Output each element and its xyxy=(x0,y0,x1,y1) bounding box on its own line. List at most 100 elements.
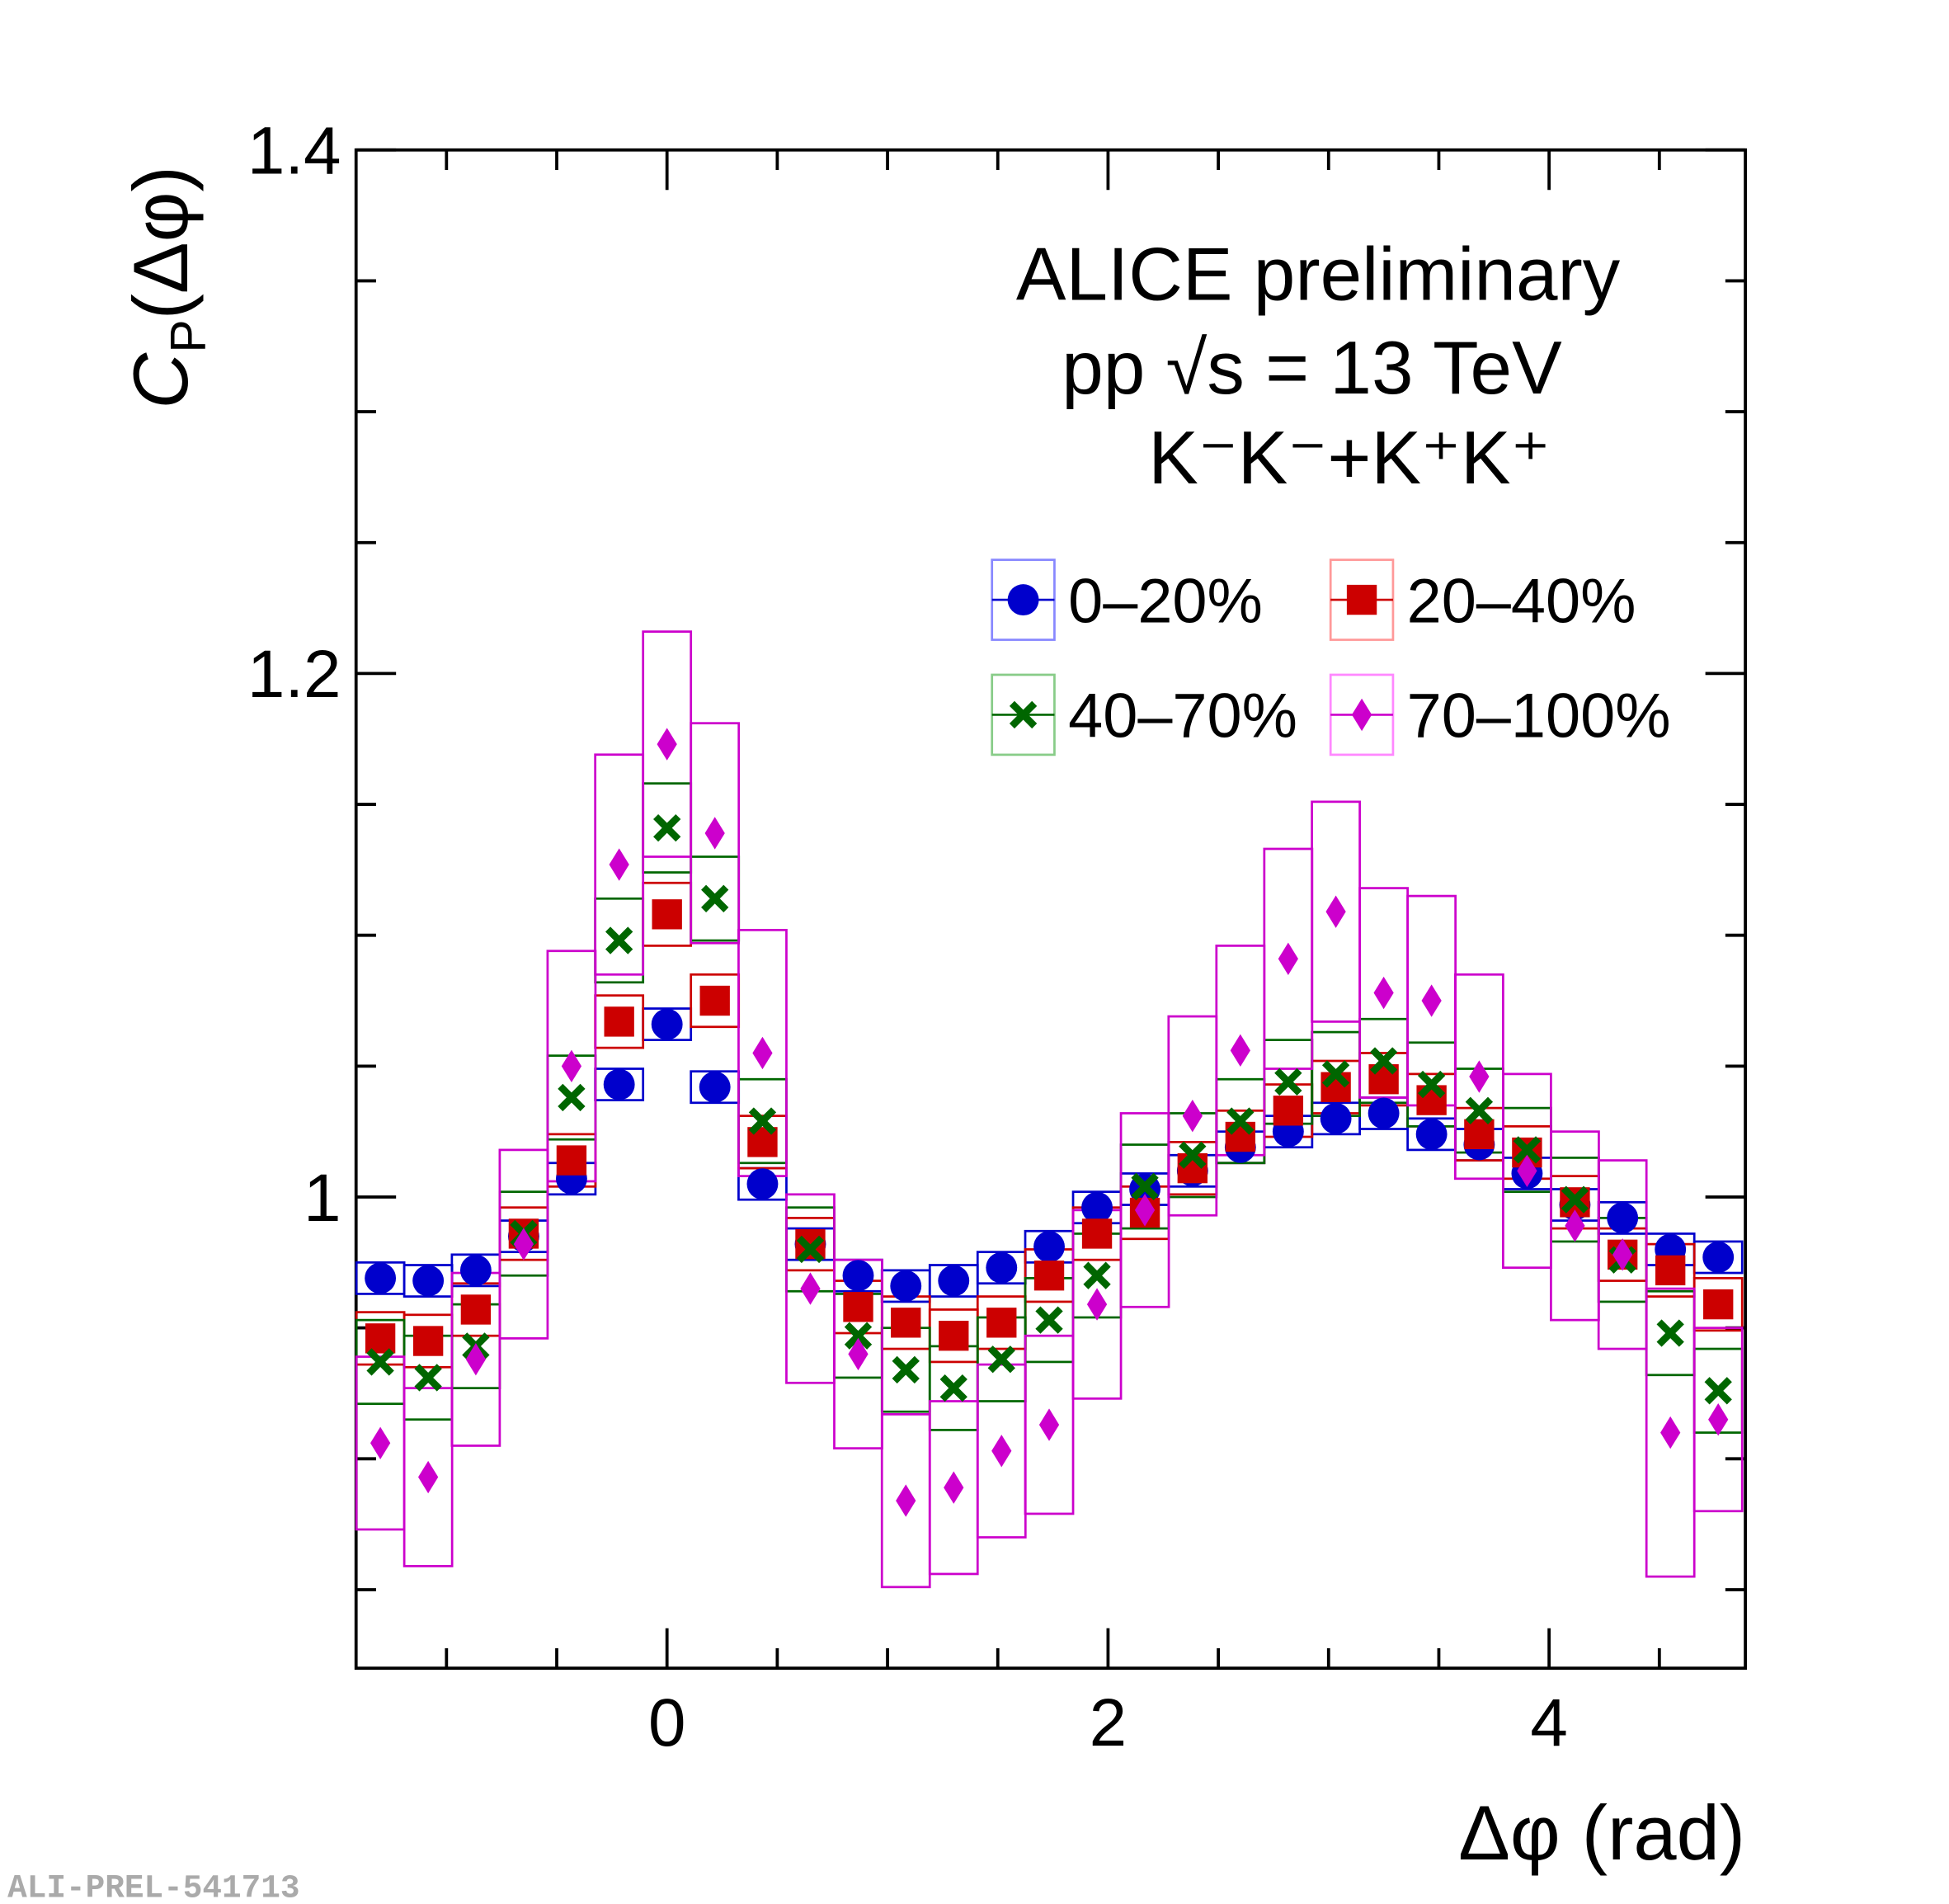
marker-circle xyxy=(365,1262,397,1294)
marker-cross xyxy=(939,1374,967,1402)
marker-square xyxy=(986,1308,1017,1338)
marker-circle xyxy=(1702,1242,1735,1273)
marker-diamond xyxy=(1351,698,1372,732)
marker-diamond xyxy=(1230,1034,1250,1067)
marker-circle xyxy=(651,1008,683,1040)
marker-cross xyxy=(1131,1172,1159,1200)
marker-circle xyxy=(890,1270,922,1302)
marker-cross xyxy=(414,1364,442,1392)
marker-cross xyxy=(1656,1319,1684,1347)
legend-label: 40–70% xyxy=(1068,681,1297,752)
marker-diamond xyxy=(896,1484,916,1517)
marker-diamond xyxy=(1660,1416,1681,1449)
marker-cross xyxy=(558,1083,586,1112)
marker-circle xyxy=(746,1168,779,1200)
syst-box xyxy=(1692,1327,1744,1513)
x-tick-label: 0 xyxy=(648,1685,685,1760)
marker-cross xyxy=(1009,700,1038,729)
marker-square xyxy=(1033,1261,1065,1291)
syst-box xyxy=(833,1258,883,1449)
marker-cross xyxy=(844,1322,873,1350)
marker-cross xyxy=(1417,1070,1446,1099)
marker-cross xyxy=(987,1346,1015,1374)
marker-cross xyxy=(1179,1141,1207,1169)
marker-circle xyxy=(1081,1191,1113,1223)
marker-diamond xyxy=(944,1471,964,1504)
marker-square xyxy=(939,1321,969,1351)
marker-square xyxy=(1225,1121,1256,1152)
marker-circle xyxy=(412,1265,445,1297)
marker-square xyxy=(1464,1119,1495,1150)
marker-diamond xyxy=(1565,1209,1585,1242)
syst-box xyxy=(594,753,645,976)
marker-diamond xyxy=(1038,1408,1060,1441)
x-axis-label: Δφ (rad) xyxy=(1458,1789,1745,1876)
marker-cross xyxy=(605,926,633,954)
marker-diamond xyxy=(752,1036,773,1070)
marker-cross xyxy=(1226,1107,1255,1135)
marker-cross xyxy=(1321,1060,1350,1088)
marker-square xyxy=(1346,584,1377,615)
marker-diamond xyxy=(848,1337,869,1371)
marker-square xyxy=(843,1292,873,1322)
marker-diamond xyxy=(370,1426,391,1459)
marker-cross xyxy=(701,884,729,912)
marker-circle xyxy=(1320,1102,1352,1134)
marker-circle xyxy=(1415,1118,1448,1150)
marker-cross xyxy=(1513,1136,1542,1164)
marker-cross xyxy=(653,813,681,842)
marker-square xyxy=(1416,1085,1447,1115)
marker-cross xyxy=(1561,1185,1589,1214)
legend-label: 20–40% xyxy=(1407,566,1636,636)
marker-diamond xyxy=(991,1435,1012,1468)
legend-label: 0–20% xyxy=(1068,566,1263,636)
marker-diamond xyxy=(465,1343,487,1376)
marker-cross xyxy=(796,1235,825,1264)
marker-cross xyxy=(1035,1306,1063,1334)
marker-cross xyxy=(366,1348,394,1376)
marker-diamond xyxy=(657,728,677,761)
marker-circle xyxy=(842,1260,874,1292)
marker-circle xyxy=(459,1254,492,1286)
marker-circle xyxy=(938,1265,970,1297)
marker-cross xyxy=(1465,1096,1494,1124)
y-tick-label: 1.4 xyxy=(247,114,341,189)
y-axis-label: CP(Δφ) xyxy=(117,166,215,408)
marker-diamond xyxy=(418,1460,439,1494)
marker-diamond xyxy=(1278,942,1298,975)
marker-square xyxy=(412,1326,444,1356)
watermark: ALI-PREL-541713 xyxy=(7,1869,299,1904)
marker-square xyxy=(699,985,730,1016)
marker-cross xyxy=(1704,1377,1732,1405)
marker-diamond xyxy=(1517,1154,1537,1187)
syst-box xyxy=(1597,1159,1648,1350)
marker-diamond xyxy=(1708,1403,1729,1436)
x-tick-label: 2 xyxy=(1090,1685,1127,1760)
marker-cross xyxy=(1369,1047,1398,1075)
marker-square xyxy=(1703,1289,1734,1320)
y-label-part: (Δφ) xyxy=(117,166,204,319)
marker-square xyxy=(460,1294,492,1325)
marker-square xyxy=(556,1145,587,1176)
syst-box xyxy=(1024,1334,1075,1515)
title-line: ALICE preliminary xyxy=(1016,233,1621,317)
marker-diamond xyxy=(1421,984,1442,1017)
marker-square xyxy=(891,1308,921,1338)
y-tick-label: 1 xyxy=(304,1161,341,1236)
marker-diamond xyxy=(800,1272,821,1305)
y-label-part: C xyxy=(117,352,204,409)
legend-label: 70–100% xyxy=(1407,681,1671,752)
title-line: K⁻K⁻+K⁺K⁺ xyxy=(1148,417,1550,500)
marker-square xyxy=(652,899,682,930)
marker-diamond xyxy=(1373,976,1394,1010)
marker-square xyxy=(1273,1096,1304,1126)
marker-circle xyxy=(1607,1202,1639,1234)
marker-square xyxy=(1081,1218,1113,1249)
syst-box xyxy=(403,1387,454,1567)
marker-circle xyxy=(1368,1097,1400,1129)
marker-diamond xyxy=(1182,1099,1203,1133)
marker-diamond xyxy=(1325,895,1346,928)
marker-diamond xyxy=(704,817,725,850)
